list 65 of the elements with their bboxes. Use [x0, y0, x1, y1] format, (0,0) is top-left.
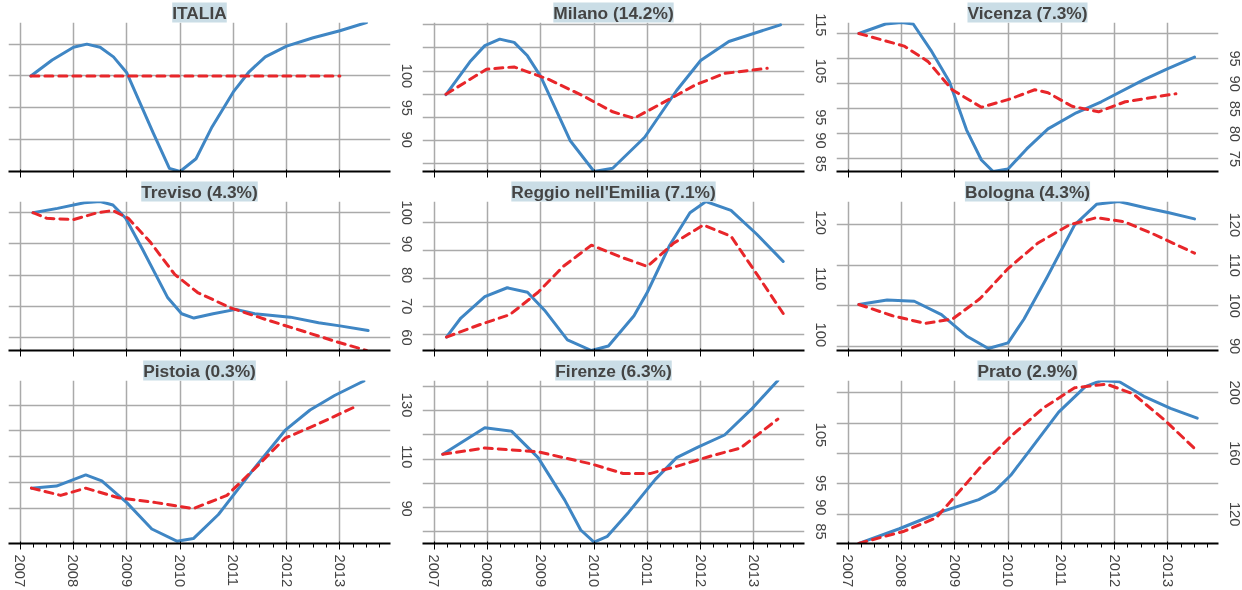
y-tick-label: 100: [1226, 293, 1242, 318]
y-tick-label: 95: [1226, 50, 1242, 67]
x-tick-label: 2009: [532, 554, 549, 588]
chart-title: ITALIA: [172, 2, 228, 23]
chart-title: Milano (14.2%): [553, 2, 674, 23]
y-tick-label: 70: [398, 298, 415, 315]
y-tick-label: 90: [812, 132, 829, 149]
y-tick-label: 85: [812, 523, 829, 540]
chart-title: Prato (2.9%): [977, 360, 1078, 381]
y-tick-label: 90: [398, 500, 415, 517]
chart-title: Treviso (4.3%): [141, 181, 258, 202]
x-tick-label: 2012: [1106, 554, 1123, 588]
y-tick-label: 90: [398, 235, 415, 253]
chart-title: Pistoia (0.3%): [143, 360, 256, 381]
x-tick-label: 2013: [1159, 554, 1176, 588]
y-tick-label: 115: [812, 13, 829, 37]
y-tick-label: 90: [398, 131, 415, 148]
y-tick-label: 120: [1226, 212, 1242, 238]
x-tick-label: 2011: [1053, 554, 1070, 587]
y-tick-label: 120: [1226, 501, 1242, 527]
x-tick-label: 2008: [479, 554, 496, 588]
y-tick-label: 75: [1226, 150, 1242, 168]
chart-title: Reggio nell'Emilia (7.1%): [511, 181, 716, 202]
x-tick-label: 2007: [12, 554, 29, 588]
y-tick-label: 100: [398, 63, 415, 89]
x-tick-label: 2008: [65, 554, 82, 588]
y-tick-label: 100: [812, 322, 829, 348]
y-tick-label: 200: [1226, 380, 1242, 405]
x-tick-label: 2010: [1000, 554, 1017, 588]
chart-title: Vicenza (7.3%): [967, 2, 1088, 23]
y-tick-label: 110: [812, 267, 829, 291]
x-tick-label: 2009: [946, 554, 963, 588]
y-tick-label: 110: [1226, 253, 1242, 277]
x-tick-label: 2009: [118, 554, 135, 588]
x-tick-label: 2007: [840, 554, 857, 588]
x-tick-label: 2007: [426, 554, 443, 588]
y-tick-label: 90: [812, 499, 829, 516]
y-tick-label: 80: [1226, 125, 1242, 143]
y-tick-label: 95: [812, 475, 829, 492]
y-tick-label: 105: [812, 58, 829, 84]
x-tick-label: 2010: [586, 554, 603, 588]
y-tick-label: 95: [812, 109, 829, 126]
y-tick-label: 60: [398, 329, 415, 346]
y-tick-label: 130: [398, 392, 415, 418]
x-tick-label: 2011: [639, 554, 656, 587]
y-tick-label: 160: [1226, 441, 1242, 466]
y-tick-label: 85: [1226, 100, 1242, 117]
chart-title: Firenze (6.3%): [555, 360, 672, 381]
y-tick-label: 90: [1226, 75, 1242, 92]
x-tick-label: 2008: [893, 554, 910, 588]
x-tick-label: 2012: [278, 554, 295, 588]
x-tick-label: 2012: [692, 554, 709, 588]
y-tick-label: 105: [812, 422, 829, 448]
x-tick-label: 2010: [172, 554, 189, 588]
y-tick-label: 90: [1226, 337, 1242, 355]
chart-title: Bologna (4.3%): [964, 181, 1091, 202]
x-tick-label: 2011: [225, 554, 242, 587]
x-tick-label: 2013: [331, 554, 348, 588]
y-tick-label: 95: [398, 99, 415, 116]
y-tick-label: 120: [812, 210, 829, 236]
y-tick-label: 80: [398, 266, 415, 284]
y-tick-label: 85: [812, 155, 829, 172]
x-tick-label: 2013: [745, 554, 762, 588]
y-tick-label: 100: [398, 200, 415, 225]
y-tick-label: 110: [398, 445, 415, 469]
